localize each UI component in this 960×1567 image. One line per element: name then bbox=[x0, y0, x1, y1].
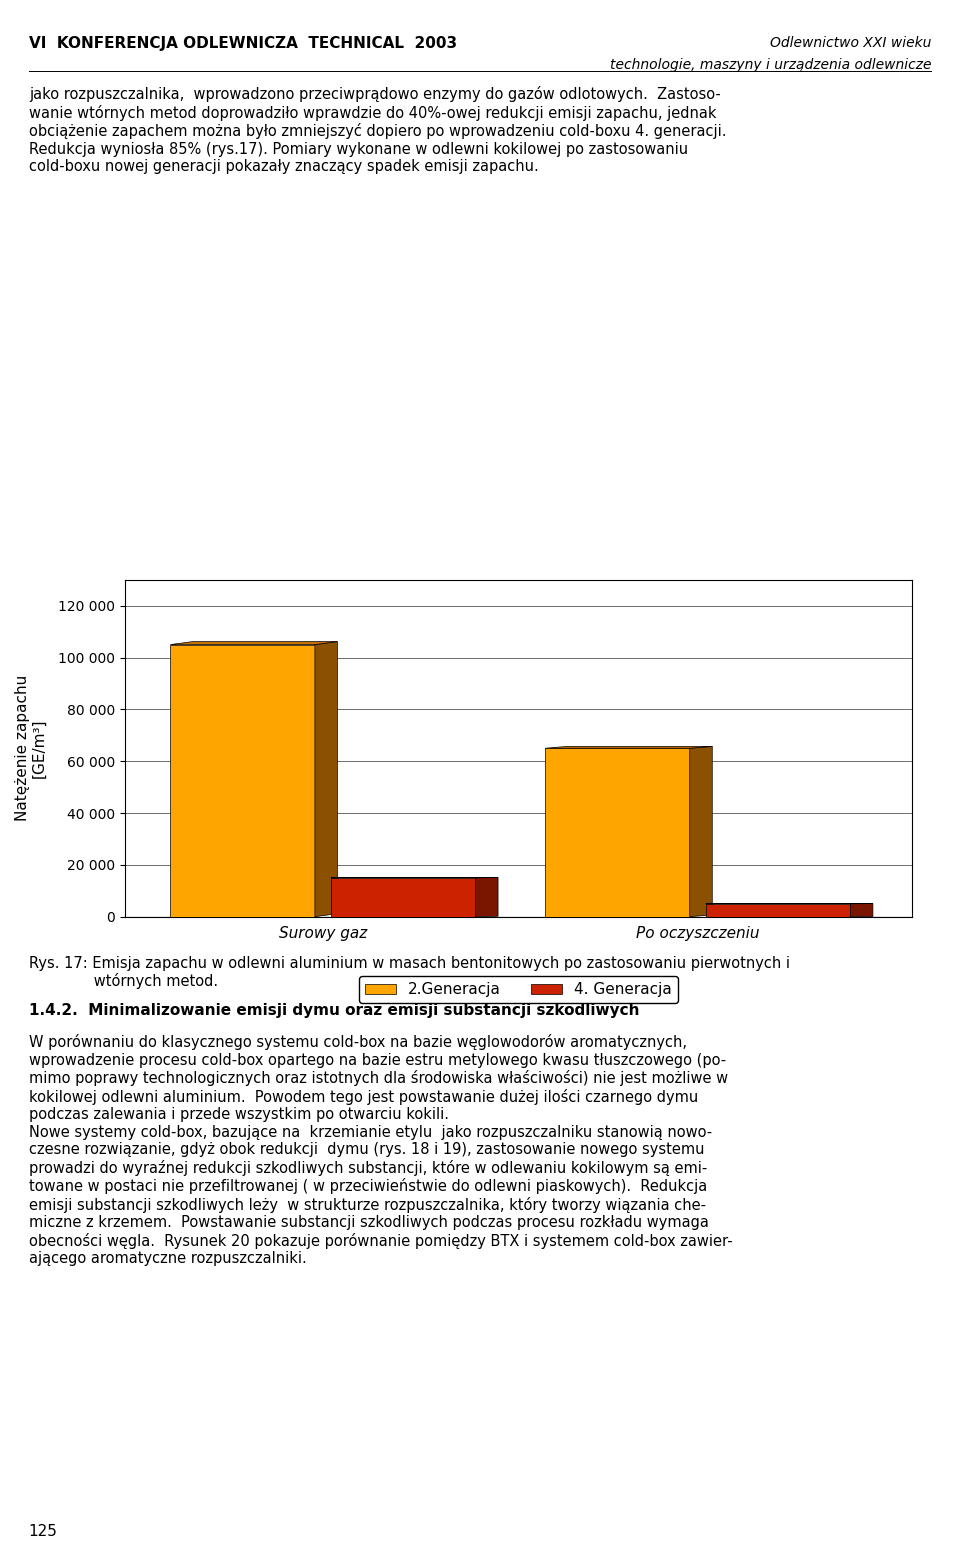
Polygon shape bbox=[315, 641, 337, 917]
Polygon shape bbox=[545, 746, 712, 749]
Text: W porównaniu do klasycznego systemu cold-box na bazie węglowodorów aromatycznych: W porównaniu do klasycznego systemu cold… bbox=[29, 1034, 732, 1266]
Polygon shape bbox=[851, 904, 873, 917]
Y-axis label: Natężenie zapachu
[GE/m³]: Natężenie zapachu [GE/m³] bbox=[14, 675, 47, 821]
Text: technologie, maszyny i urządzenia odlewnicze: technologie, maszyny i urządzenia odlewn… bbox=[610, 58, 931, 72]
Polygon shape bbox=[475, 878, 498, 917]
Polygon shape bbox=[170, 641, 337, 644]
Text: jako rozpuszczalnika,  wprowadzono przeciwprądowo enzymy do gazów odlotowych.  Z: jako rozpuszczalnika, wprowadzono przeci… bbox=[29, 86, 727, 174]
Text: 125: 125 bbox=[29, 1523, 58, 1539]
Text: 1.4.2.  Minimalizowanie emisji dymu oraz emisji substancji szkodliwych: 1.4.2. Minimalizowanie emisji dymu oraz … bbox=[29, 1003, 639, 1019]
Bar bbox=[706, 904, 851, 917]
Polygon shape bbox=[690, 746, 712, 917]
Bar bbox=[331, 878, 475, 917]
Legend: 2.Generacja, 4. Generacja: 2.Generacja, 4. Generacja bbox=[359, 976, 678, 1003]
Text: Rys. 17: Emisja zapachu w odlewni aluminium w masach bentonitowych po zastosowan: Rys. 17: Emisja zapachu w odlewni alumin… bbox=[29, 956, 790, 989]
Bar bbox=[170, 644, 315, 917]
Text: VI  KONFERENCJA ODLEWNICZA  TECHNICAL  2003: VI KONFERENCJA ODLEWNICZA TECHNICAL 2003 bbox=[29, 36, 457, 52]
Bar bbox=[125, 917, 912, 932]
Bar bbox=[545, 749, 690, 917]
Text: Odlewnictwo XXI wieku: Odlewnictwo XXI wieku bbox=[770, 36, 931, 50]
